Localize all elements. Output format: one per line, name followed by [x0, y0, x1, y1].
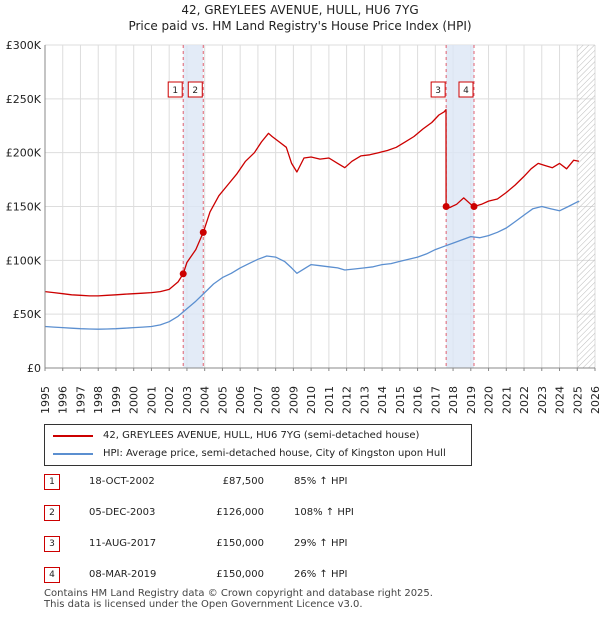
sale-period-shade	[183, 45, 204, 368]
sales-row: 2 05-DEC-2003 £126,000 108% ↑ HPI	[44, 503, 444, 523]
sale-date: 11-AUG-2017	[89, 538, 157, 549]
legend-swatch-property	[53, 435, 93, 437]
sales-row: 3 11-AUG-2017 £150,000 29% ↑ HPI	[44, 534, 444, 554]
x-tick-label: 2009	[287, 386, 300, 414]
footer-line-licence: This data is licensed under the Open Gov…	[44, 599, 363, 610]
y-tick-label: £50K	[13, 308, 42, 321]
sale-hpi-delta: 85% ↑ HPI	[294, 476, 348, 487]
x-tick-label: 2005	[216, 386, 229, 414]
sale-date: 08-MAR-2019	[89, 569, 157, 580]
legend-swatch-hpi	[53, 453, 93, 455]
copyright-footer: Contains HM Land Registry data © Crown c…	[44, 588, 433, 610]
sale-price: £150,000	[216, 538, 264, 549]
sales-row: 1 18-OCT-2002 £87,500 85% ↑ HPI	[44, 472, 444, 492]
forecast-hatch	[577, 45, 595, 368]
footer-line-copyright: Contains HM Land Registry data © Crown c…	[44, 588, 433, 599]
y-tick-label: £0	[27, 362, 41, 375]
y-tick-label: £150K	[6, 201, 42, 214]
sale-hpi-delta: 26% ↑ HPI	[294, 569, 348, 580]
x-tick-label: 2004	[199, 386, 212, 414]
x-tick-label: 1998	[92, 386, 105, 414]
sale-label-box	[167, 81, 183, 98]
x-tick-label: 2015	[394, 386, 407, 414]
price-chart: 1 2 3 4 £0 £50K £100K £150K £200K £250K £300K 1995…	[6, 39, 600, 414]
sale-point	[470, 203, 478, 210]
x-tick-label: 1996	[57, 386, 70, 414]
chart-subtitle: Price paid vs. HM Land Registry's House …	[128, 19, 472, 33]
property-series-line	[44, 108, 580, 297]
x-tick-label: 2017	[429, 386, 442, 414]
sale-number-badge: 1	[44, 474, 60, 490]
x-tick-label: 2002	[163, 386, 176, 414]
x-tick-label: 2018	[447, 386, 460, 414]
x-tick-label: 2019	[465, 386, 478, 414]
x-tick-label: 2001	[145, 386, 158, 414]
x-tick-label: 2025	[571, 386, 584, 414]
sale-point	[442, 203, 450, 210]
x-tick-label: 2021	[500, 386, 513, 414]
x-tick-label: 2007	[252, 386, 265, 414]
legend-label-property: 42, GREYLEES AVENUE, HULL, HU6 7YG (semi…	[103, 430, 420, 441]
x-tick-label: 2016	[412, 386, 425, 414]
sale-point	[199, 228, 207, 236]
sale-number-badge: 3	[44, 536, 60, 552]
legend-label-hpi: HPI: Average price, semi-detached house,…	[103, 448, 446, 459]
y-tick-label: £200K	[6, 147, 42, 160]
x-tick-label: 2008	[270, 386, 283, 414]
sale-price: £87,500	[222, 476, 264, 487]
sale-price: £126,000	[216, 507, 264, 518]
x-tick-label: 2022	[518, 386, 531, 414]
x-tick-label: 2020	[483, 386, 496, 414]
sale-label-box	[458, 81, 474, 98]
x-tick-label: 1995	[39, 386, 52, 414]
sale-label-number: 1	[172, 86, 178, 96]
x-tick-label: 2026	[589, 386, 600, 414]
y-tick-label: £100K	[6, 254, 42, 267]
x-tick-label: 2011	[323, 386, 336, 414]
x-tick-label: 2006	[234, 386, 247, 414]
sales-row: 4 08-MAR-2019 £150,000 26% ↑ HPI	[44, 565, 444, 585]
chart-title-address: 42, GREYLEES AVENUE, HULL, HU6 7YG	[181, 3, 419, 17]
x-tick-label: 2003	[181, 386, 194, 414]
sale-price: £150,000	[216, 569, 264, 580]
sale-label-box	[430, 81, 446, 98]
x-tick-label: 2013	[358, 386, 371, 414]
x-tick-label: 1997	[74, 386, 87, 414]
x-tick-label: 2000	[128, 386, 141, 414]
hpi-series-line	[44, 200, 580, 330]
sale-hpi-delta: 29% ↑ HPI	[294, 538, 348, 549]
y-tick-label: £300K	[6, 39, 42, 52]
x-tick-label: 2010	[305, 386, 318, 414]
x-tick-label: 2014	[376, 386, 389, 414]
sale-date: 05-DEC-2003	[89, 507, 156, 518]
sale-point	[179, 270, 187, 278]
y-tick-label: £250K	[6, 93, 42, 106]
sale-number-badge: 4	[44, 567, 60, 583]
x-tick-label: 1999	[110, 386, 123, 414]
x-tick-label: 2012	[341, 386, 354, 414]
sale-number-badge: 2	[44, 505, 60, 521]
sale-hpi-delta: 108% ↑ HPI	[294, 507, 354, 518]
sale-date: 18-OCT-2002	[89, 476, 155, 487]
x-tick-label: 2024	[554, 386, 567, 414]
sale-label-number: 3	[435, 86, 441, 96]
x-tick-label: 2023	[536, 386, 549, 414]
sale-label-box	[187, 81, 203, 98]
sale-label-number: 2	[192, 86, 198, 96]
chart-legend: 42, GREYLEES AVENUE, HULL, HU6 7YG (semi…	[44, 424, 472, 466]
sale-label-number: 4	[463, 86, 469, 96]
